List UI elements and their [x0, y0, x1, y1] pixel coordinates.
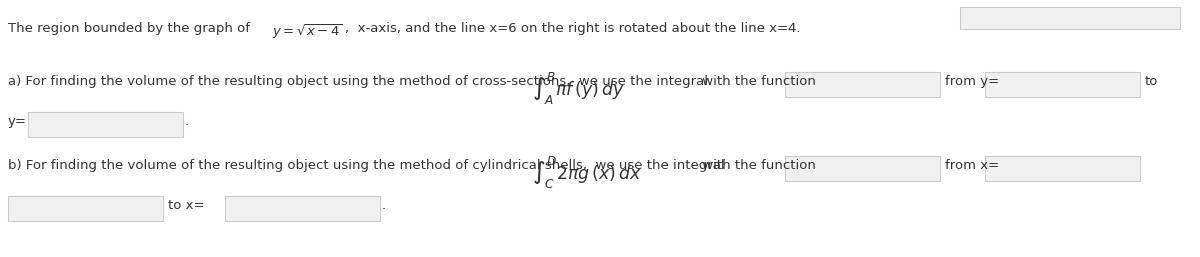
Text: The region bounded by the graph of: The region bounded by the graph of: [8, 22, 254, 35]
Text: with the function: with the function: [698, 75, 816, 88]
FancyBboxPatch shape: [985, 156, 1140, 181]
Text: .: .: [382, 199, 386, 212]
Text: $\int_A^B \pi f\,(y)\,dy$: $\int_A^B \pi f\,(y)\,dy$: [532, 71, 625, 107]
Text: from y=: from y=: [946, 75, 1000, 88]
Text: $y=\sqrt{x-4}$: $y=\sqrt{x-4}$: [272, 22, 343, 41]
Text: with the function: with the function: [698, 159, 816, 172]
Text: y=: y=: [8, 115, 26, 128]
FancyBboxPatch shape: [226, 196, 380, 221]
Text: .: .: [185, 115, 190, 128]
FancyBboxPatch shape: [28, 112, 182, 137]
FancyBboxPatch shape: [785, 72, 940, 97]
FancyBboxPatch shape: [8, 196, 163, 221]
Text: $\int_C^D 2\pi g\,(x)\,dx$: $\int_C^D 2\pi g\,(x)\,dx$: [532, 155, 642, 191]
FancyBboxPatch shape: [960, 7, 1180, 29]
Text: from x=: from x=: [946, 159, 1000, 172]
Text: to: to: [1145, 75, 1158, 88]
Text: ,  x-axis, and the line x=6 on the right is rotated about the line x=4.: , x-axis, and the line x=6 on the right …: [346, 22, 800, 35]
Text: to x=: to x=: [168, 199, 204, 212]
Text: a) For finding the volume of the resulting object using the method of cross-sect: a) For finding the volume of the resulti…: [8, 75, 708, 88]
FancyBboxPatch shape: [985, 72, 1140, 97]
FancyBboxPatch shape: [785, 156, 940, 181]
Text: b) For finding the volume of the resulting object using the method of cylindrica: b) For finding the volume of the resulti…: [8, 159, 725, 172]
